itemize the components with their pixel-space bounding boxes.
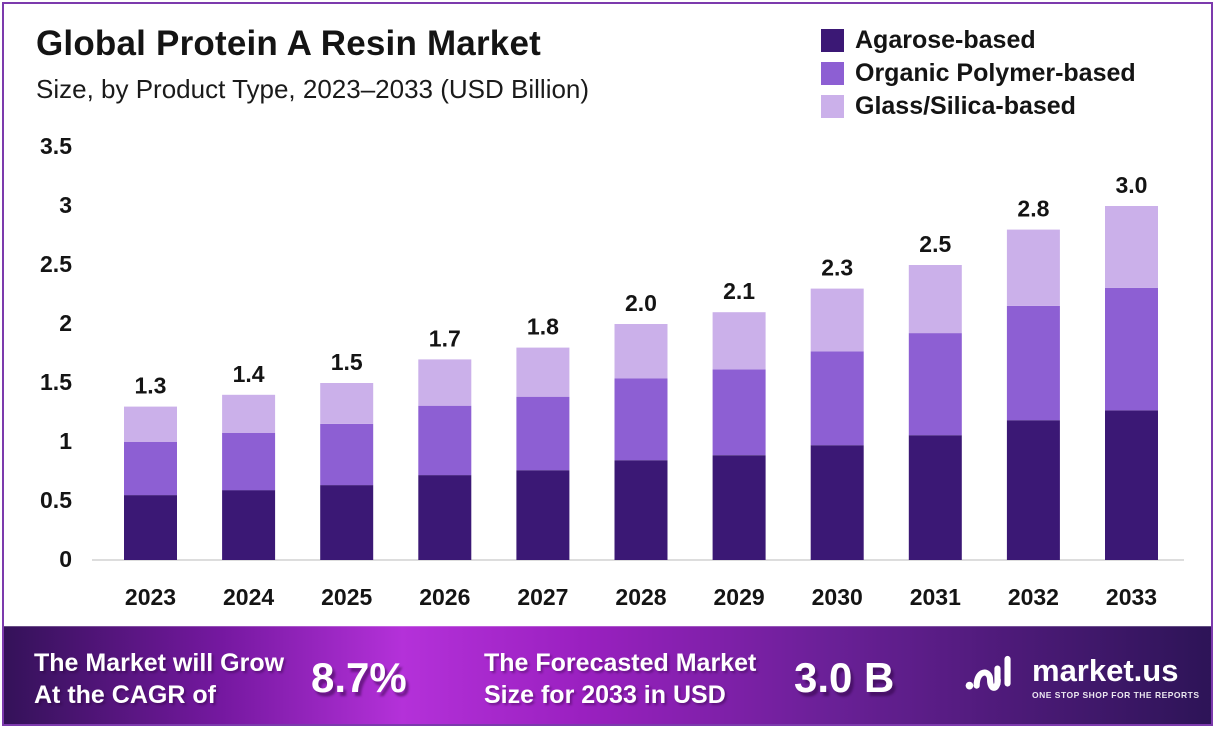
- svg-text:3.0: 3.0: [1116, 172, 1148, 198]
- svg-text:0.5: 0.5: [40, 487, 72, 513]
- svg-text:2.0: 2.0: [625, 290, 657, 316]
- svg-text:2023: 2023: [125, 584, 176, 610]
- svg-text:1: 1: [59, 428, 72, 454]
- svg-text:1.7: 1.7: [429, 325, 461, 351]
- svg-text:2.3: 2.3: [821, 255, 853, 281]
- svg-text:3.5: 3.5: [40, 134, 72, 159]
- svg-text:3: 3: [59, 192, 72, 218]
- svg-text:2026: 2026: [419, 584, 470, 610]
- svg-text:1.4: 1.4: [233, 361, 265, 387]
- svg-text:1.5: 1.5: [331, 349, 363, 375]
- svg-text:2029: 2029: [714, 584, 765, 610]
- svg-text:2030: 2030: [812, 584, 863, 610]
- svg-text:2.8: 2.8: [1017, 196, 1049, 222]
- svg-text:2031: 2031: [910, 584, 961, 610]
- svg-text:2028: 2028: [615, 584, 666, 610]
- svg-text:2033: 2033: [1106, 584, 1157, 610]
- svg-text:0: 0: [59, 546, 72, 572]
- svg-text:1.5: 1.5: [40, 369, 72, 395]
- svg-text:2032: 2032: [1008, 584, 1059, 610]
- svg-text:2: 2: [59, 310, 72, 336]
- svg-text:1.8: 1.8: [527, 314, 559, 340]
- svg-text:2024: 2024: [223, 584, 274, 610]
- svg-text:2025: 2025: [321, 584, 372, 610]
- svg-text:2.1: 2.1: [723, 278, 755, 304]
- svg-text:2.5: 2.5: [919, 231, 951, 257]
- svg-text:1.3: 1.3: [135, 373, 167, 399]
- svg-text:2.5: 2.5: [40, 251, 72, 277]
- svg-text:2027: 2027: [517, 584, 568, 610]
